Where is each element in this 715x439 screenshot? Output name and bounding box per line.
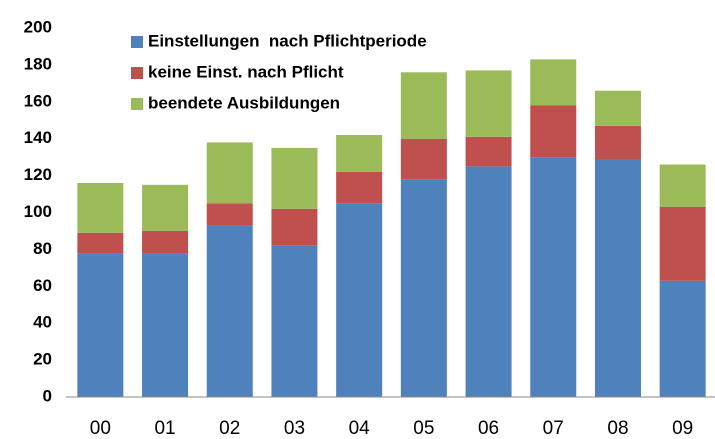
- legend-swatch: [131, 36, 143, 48]
- bar-segment: [206, 142, 253, 204]
- bar-segment: [77, 253, 124, 397]
- x-tick-label: 02: [219, 418, 240, 439]
- y-tick-label: 0: [43, 386, 52, 405]
- bar-segment: [400, 179, 447, 397]
- bar-segment: [594, 125, 641, 159]
- bar-segment: [77, 232, 124, 254]
- bar-segment: [400, 72, 447, 139]
- y-tick-label: 120: [24, 165, 52, 184]
- bar-segment: [336, 203, 383, 397]
- x-tick-label: 00: [90, 418, 111, 439]
- x-tick-label: 01: [154, 418, 175, 439]
- y-tick-label: 160: [24, 91, 52, 110]
- bar-segment: [465, 166, 512, 397]
- bar-segment: [336, 135, 383, 172]
- bar-segment: [206, 203, 253, 226]
- y-tick-label: 20: [33, 350, 52, 369]
- x-tick-label: 09: [672, 418, 693, 439]
- x-tick-label: 05: [413, 418, 434, 439]
- bar-segment: [400, 138, 447, 180]
- y-tick-label: 80: [33, 239, 52, 258]
- x-tick-label: 07: [543, 418, 564, 439]
- y-tick-label: 60: [33, 276, 52, 295]
- y-tick-label: 180: [24, 54, 52, 73]
- bar-segment: [594, 90, 641, 126]
- bar-segment: [142, 230, 189, 254]
- bar-segment: [77, 182, 124, 233]
- bar-segment: [142, 184, 189, 231]
- bar-segment: [271, 147, 318, 209]
- bar-segment: [594, 158, 641, 397]
- legend-swatch: [131, 67, 143, 79]
- bar-segment: [530, 105, 577, 158]
- bar-segment: [336, 171, 383, 204]
- x-tick-label: 03: [284, 418, 305, 439]
- x-tick-label: 04: [349, 418, 371, 439]
- y-tick-label: 40: [33, 313, 52, 332]
- bar-segment: [530, 157, 577, 397]
- x-tick-label: 06: [478, 418, 499, 439]
- bar-segment: [659, 164, 706, 207]
- bar-segment: [530, 59, 577, 106]
- bar-segment: [271, 245, 318, 397]
- y-tick-label: 140: [24, 128, 52, 147]
- bar-segment: [465, 70, 512, 137]
- bar-segment: [465, 136, 512, 167]
- legend-label: beendete Ausbildungen: [148, 93, 340, 112]
- x-tick-label: 08: [607, 418, 628, 439]
- legend-swatch: [131, 98, 143, 110]
- legend-label: keine Einst. nach Pflicht: [148, 62, 344, 81]
- y-tick-label: 100: [24, 202, 52, 221]
- bar-segment: [271, 208, 318, 246]
- bar-segment: [659, 280, 706, 397]
- y-tick-label: 200: [24, 17, 52, 36]
- bar-segment: [659, 206, 706, 281]
- legend-label: Einstellungen nach Pflichtperiode: [148, 31, 427, 50]
- bar-segment: [142, 253, 189, 397]
- bar-segment: [206, 225, 253, 397]
